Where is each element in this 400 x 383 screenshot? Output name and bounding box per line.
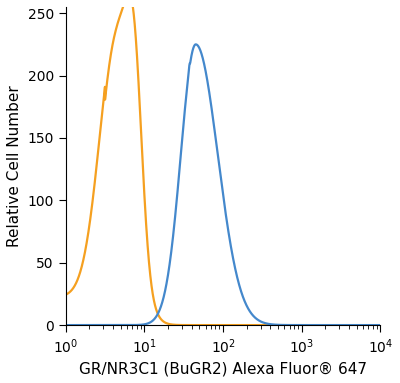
Y-axis label: Relative Cell Number: Relative Cell Number bbox=[7, 85, 22, 247]
X-axis label: GR/NR3C1 (BuGR2) Alexa Fluor® 647: GR/NR3C1 (BuGR2) Alexa Fluor® 647 bbox=[79, 361, 367, 376]
